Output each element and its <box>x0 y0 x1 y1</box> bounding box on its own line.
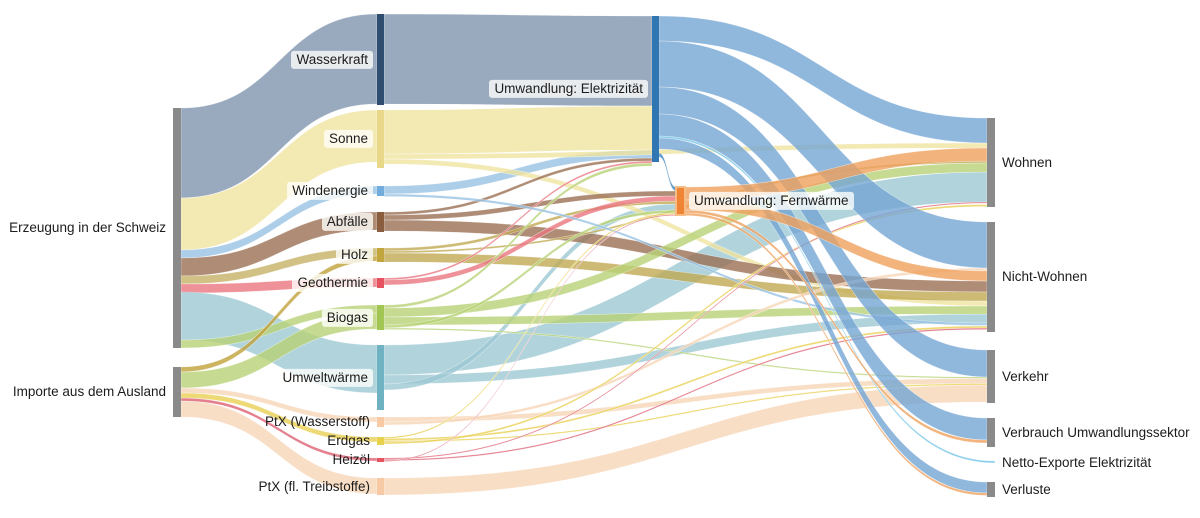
node-label-umweltwaerme: Umweltwärme <box>277 368 373 387</box>
node-ptx_h2 <box>377 417 384 427</box>
node-label-wasserkraft: Wasserkraft <box>291 50 373 69</box>
node-abfaelle <box>377 212 384 232</box>
node-label-erdgas: Erdgas <box>327 432 370 448</box>
node-verkehr <box>987 350 995 403</box>
node-label-verluste: Verluste <box>1002 481 1051 497</box>
node-importe <box>173 367 181 417</box>
node-verluste <box>987 482 995 497</box>
node-label-ptx_fl: PtX (fl. Treibstoffe) <box>258 478 370 494</box>
node-geothermie <box>377 278 384 288</box>
node-umweltwaerme <box>377 345 384 410</box>
node-label-abfaelle: Abfälle <box>321 212 373 232</box>
flow-sonne-to-elektrizitaet <box>383 105 653 155</box>
node-erzeugung <box>173 108 181 348</box>
node-label-sonne: Sonne <box>323 129 373 149</box>
node-label-verbrauch: Verbrauch Umwandlungssektor <box>1002 424 1190 440</box>
flow-biogas-to-elektrizitaet <box>383 162 653 309</box>
node-wohnen <box>987 118 995 207</box>
node-elektrizitaet <box>652 16 659 162</box>
node-fernwaerme <box>675 186 686 216</box>
node-label-heizoel: Heizöl <box>332 451 370 467</box>
node-label-nicht_wohnen: Nicht-Wohnen <box>1002 268 1088 284</box>
node-label-windenergie: Windenergie <box>287 181 373 201</box>
node-heizoel <box>377 458 384 462</box>
node-wasserkraft <box>377 14 384 105</box>
node-label-biogas: Biogas <box>321 308 373 327</box>
node-nicht_wohnen <box>987 222 995 332</box>
node-ptx_fl <box>377 478 384 495</box>
node-label-erzeugung: Erzeugung in der Schweiz <box>9 219 166 235</box>
node-biogas <box>377 305 384 330</box>
node-label-wohnen: Wohnen <box>1002 154 1053 170</box>
node-verbrauch <box>987 418 995 447</box>
node-label-fernwaerme: Umwandlung: Fernwärme <box>689 191 854 211</box>
node-holz <box>377 248 384 262</box>
flow-elektrizitaet-to-fernwaerme <box>658 152 677 192</box>
node-label-ptx_h2: PtX (Wasserstoff) <box>264 413 370 429</box>
node-label-geothermie: Geothermie <box>292 273 373 293</box>
node-windenergie <box>377 186 384 196</box>
node-erdgas <box>377 437 384 445</box>
node-label-verkehr: Verkehr <box>1002 368 1049 384</box>
node-sonne <box>377 110 384 168</box>
node-label-holz: Holz <box>335 245 373 265</box>
node-label-elektrizitaet: Umwandlung: Elektrizität <box>489 79 648 99</box>
node-label-netto: Netto-Exporte Elektrizität <box>1002 454 1152 470</box>
node-label-importe: Importe aus dem Ausland <box>12 383 166 399</box>
